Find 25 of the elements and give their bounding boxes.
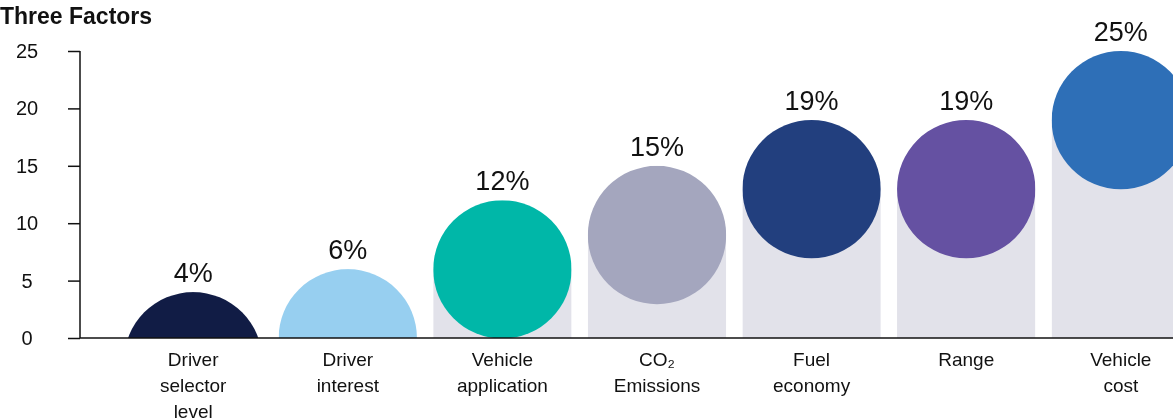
x-tick-label: Vehicle application <box>456 349 548 396</box>
x-tick-label: Driver selector level <box>159 349 228 419</box>
bar <box>587 165 727 338</box>
x-tick-label: Fuel economy <box>773 349 851 396</box>
bar <box>897 119 1036 338</box>
bar <box>742 119 881 338</box>
data-label: 4% <box>173 258 213 289</box>
data-label: 19% <box>939 85 994 116</box>
x-tick-label: Vehicle cost <box>1090 349 1152 396</box>
y-tick-label: 10 <box>15 212 39 235</box>
data-label: 12% <box>475 166 530 197</box>
data-label: 6% <box>328 235 368 266</box>
y-tick-label: 5 <box>21 269 33 292</box>
data-label: 25% <box>1093 17 1148 47</box>
y-tick-label: 15 <box>15 154 39 177</box>
x-tick-label: CO₂ Emissions <box>613 349 701 396</box>
x-tick-label: Driver interest <box>316 349 380 396</box>
bar <box>433 200 572 338</box>
x-tick-label: Range <box>938 349 995 370</box>
chart-title: Three Factors <box>0 3 153 29</box>
y-tick-label: 25 <box>15 39 39 62</box>
data-label: 15% <box>629 131 685 162</box>
data-label: 19% <box>784 85 839 116</box>
y-tick-label: 0 <box>21 326 33 349</box>
y-tick-label: 20 <box>15 97 39 120</box>
